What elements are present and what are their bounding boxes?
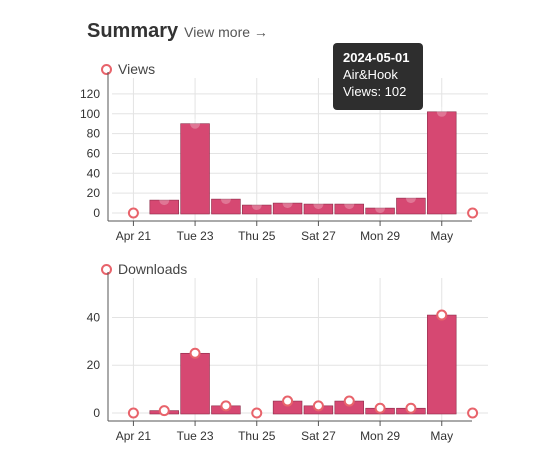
downloads-x-tick-label: Tue 23 (177, 429, 214, 443)
chart-tooltip: 2024-05-01 Air&Hook Views: 102 (333, 43, 423, 110)
views-x-tick-label: Sat 27 (301, 229, 336, 243)
downloads-point-marker (282, 395, 294, 407)
views-x-tick-label: Mon 29 (360, 229, 400, 243)
downloads-legend[interactable]: Downloads (101, 261, 187, 277)
downloads-point-marker (312, 400, 324, 412)
views-legend-marker-icon (101, 63, 112, 75)
downloads-x-tick-label: Mon 29 (360, 429, 400, 443)
downloads-legend-marker-icon (101, 263, 112, 275)
views-x-tick-label: Thu 25 (238, 229, 276, 243)
downloads-y-tick-label: 20 (87, 358, 101, 372)
downloads-x-tick-label: Apr 21 (116, 429, 152, 443)
views-bar (396, 197, 426, 215)
views-bar (211, 198, 241, 215)
tooltip-date: 2024-05-01 (343, 50, 410, 65)
views-y-tick-label: 0 (93, 206, 100, 220)
tooltip-value: Views: 102 (343, 84, 407, 99)
summary-header: Summary View more → (87, 20, 268, 43)
views-point-marker (344, 199, 355, 210)
views-point-marker (405, 193, 416, 204)
views-bar (427, 111, 457, 215)
downloads-y-tick-label: 40 (87, 310, 101, 324)
downloads-point-marker (189, 347, 201, 359)
views-point-marker (159, 195, 170, 206)
downloads-point-marker (158, 405, 170, 417)
views-y-tick-label: 40 (87, 166, 101, 180)
downloads-bar (427, 314, 457, 415)
views-bar (303, 203, 334, 215)
downloads-point-marker (436, 309, 448, 321)
views-x-tick-label: Tue 23 (177, 229, 214, 243)
views-x-tick-label: May (430, 229, 453, 243)
tooltip-name: Air&Hook (343, 67, 398, 82)
downloads-x-tick-label: Sat 27 (301, 429, 336, 443)
view-more-link[interactable]: View more → (184, 24, 268, 40)
downloads-point-marker (343, 395, 355, 407)
downloads-y-tick-label: 0 (93, 406, 100, 420)
downloads-legend-label: Downloads (118, 261, 188, 277)
views-point-marker (220, 194, 231, 205)
views-legend[interactable]: Views (101, 61, 155, 77)
downloads-point-marker (405, 402, 417, 414)
downloads-x-tick-label: May (430, 429, 453, 443)
downloads-x-tick-label: Thu 25 (238, 429, 276, 443)
views-point-marker (282, 198, 293, 209)
views-y-tick-label: 60 (87, 146, 101, 160)
downloads-point-marker (374, 402, 386, 414)
views-legend-label: Views (118, 61, 156, 77)
views-point-marker (127, 207, 139, 219)
downloads-point-marker (127, 407, 139, 419)
page-title: Summary (87, 20, 179, 42)
downloads-point-marker (251, 407, 263, 419)
downloads-bar (180, 352, 210, 415)
views-bar (242, 204, 272, 215)
downloads-point-marker (220, 400, 232, 412)
views-point-marker (251, 200, 262, 211)
views-point-marker (375, 203, 386, 214)
views-point-marker (190, 118, 201, 129)
views-point-marker (313, 199, 324, 210)
views-y-tick-label: 100 (80, 107, 100, 121)
views-y-tick-label: 20 (87, 186, 101, 200)
downloads-point-marker (467, 407, 479, 419)
views-bar (149, 199, 179, 215)
views-point-marker (467, 207, 479, 219)
views-bar (180, 123, 210, 215)
views-point-marker (436, 106, 447, 117)
views-y-tick-label: 80 (87, 127, 101, 141)
views-bar (365, 207, 395, 215)
views-x-tick-label: Apr 21 (116, 229, 152, 243)
views-y-tick-label: 120 (80, 87, 100, 101)
views-bar (334, 203, 364, 215)
views-bar (272, 202, 303, 215)
